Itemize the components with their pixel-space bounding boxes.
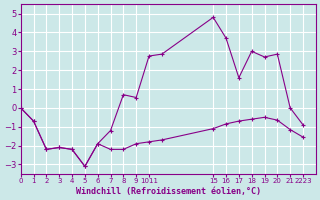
- X-axis label: Windchill (Refroidissement éolien,°C): Windchill (Refroidissement éolien,°C): [76, 187, 261, 196]
